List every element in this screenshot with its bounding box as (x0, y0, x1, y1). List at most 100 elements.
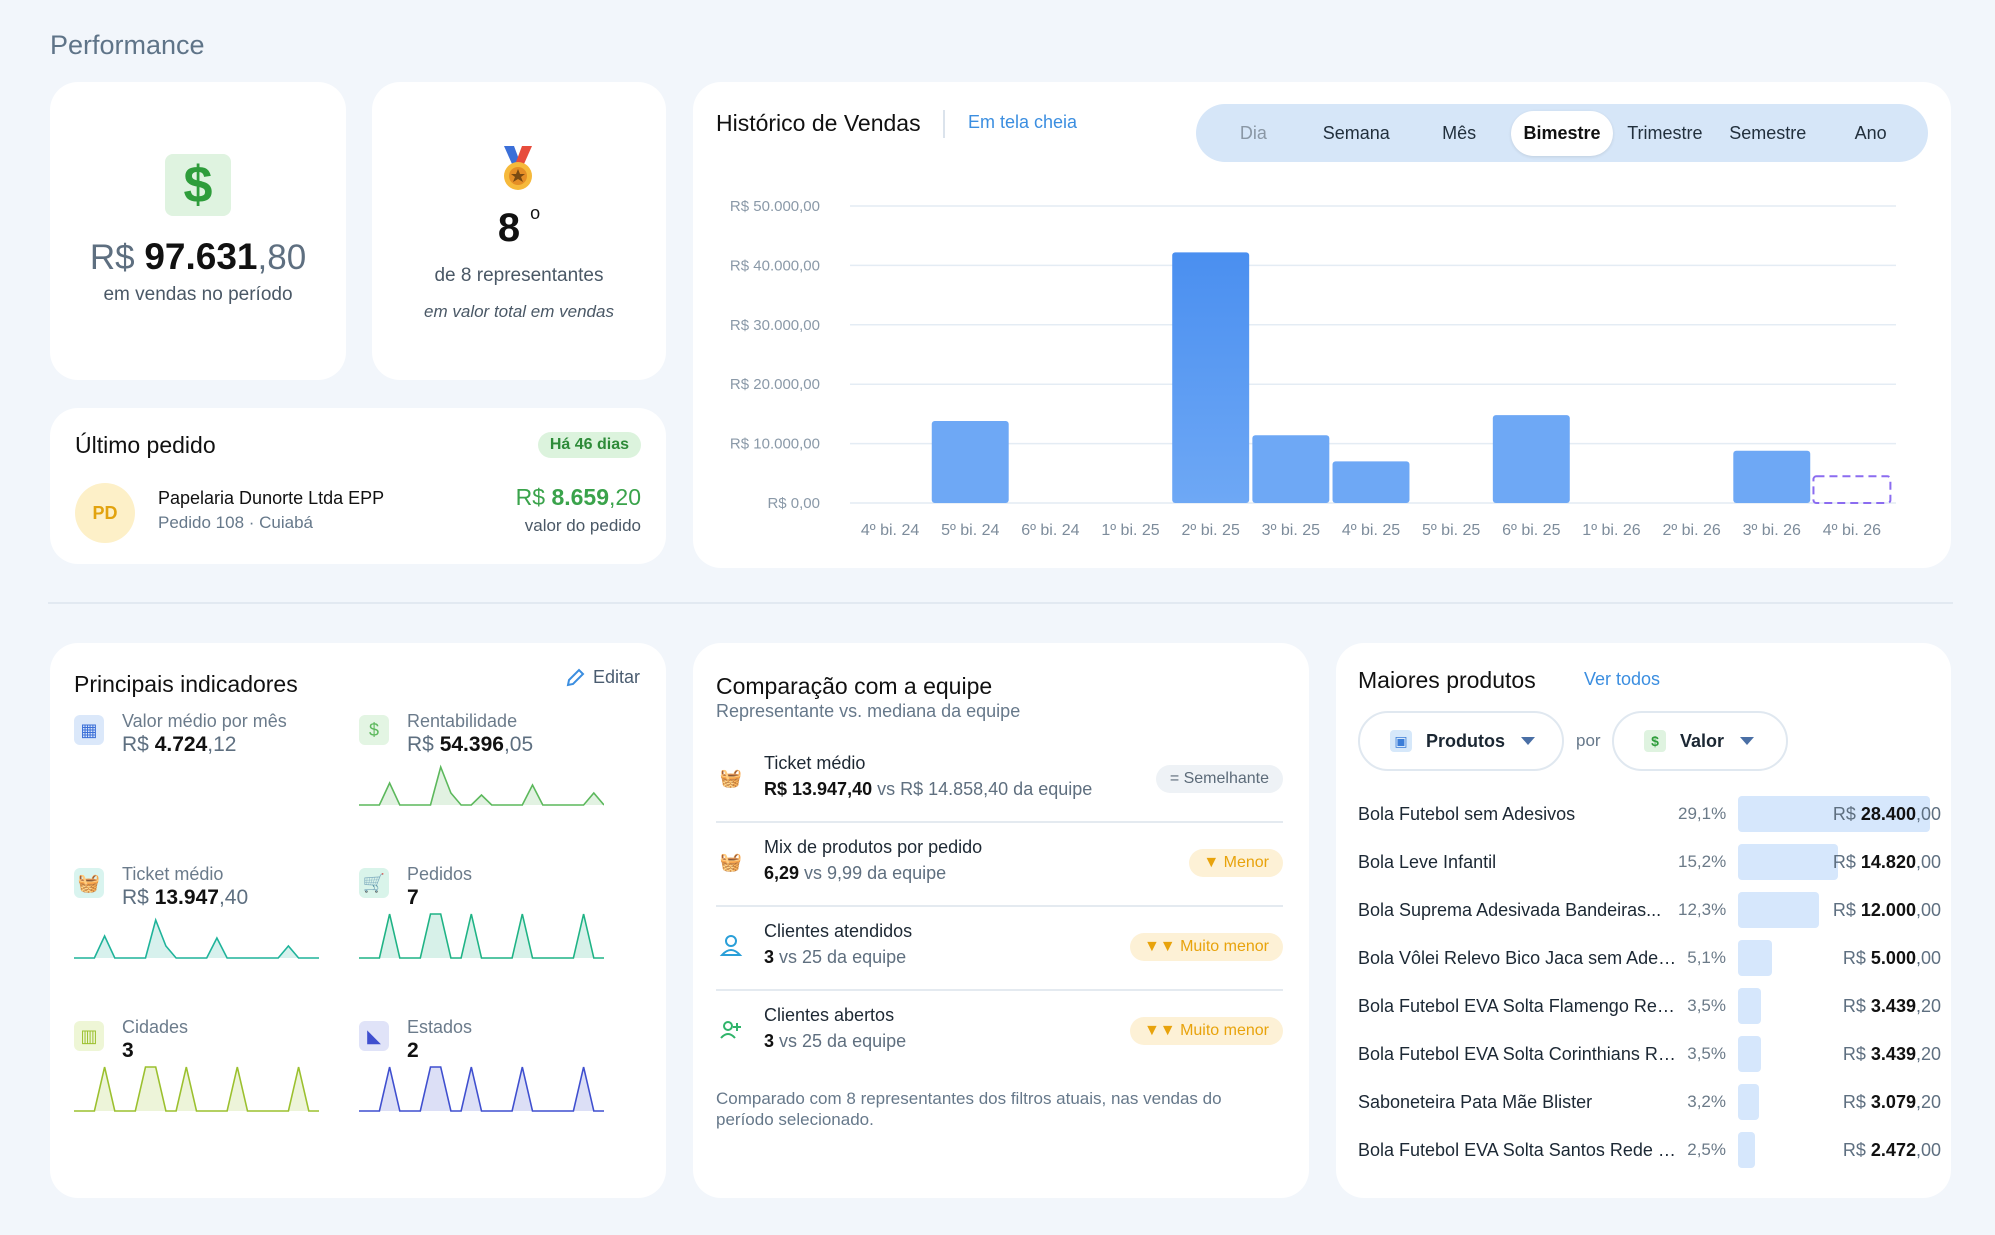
indicator-2: 🧺 Ticket médio R$ 13.947,40 (74, 864, 324, 1008)
tab-semestre[interactable]: Semestre (1729, 122, 1807, 143)
x-tick-label: 2º bi. 26 (1662, 522, 1720, 539)
comparison-label: Clientes abertos (764, 1005, 895, 1025)
product-percent: 5,1% (1687, 948, 1726, 967)
fullscreen-link[interactable]: Em tela cheia (968, 112, 1078, 132)
comparison-row: 🧺 Mix de produtos por pedido 6,29 vs 9,9… (716, 823, 1283, 907)
product-percent: 3,5% (1687, 1044, 1726, 1063)
sparkline-area (74, 1067, 319, 1111)
sparkline (359, 764, 604, 806)
period-tabs: Dia Semana Mês Bimestre Trimestre Semest… (1196, 104, 1928, 162)
order-info: Pedido 108 · Cuiabá (158, 513, 314, 532)
bar (1332, 461, 1410, 503)
chevron-down-icon (1740, 737, 1755, 745)
product-row[interactable]: Bola Futebol sem Adesivos 29,1% R$ 28.400,… (1358, 796, 1953, 834)
indicator-value: R$ 4.724,12 (122, 733, 237, 756)
cart-icon: 🛒 (359, 868, 389, 898)
dimension-select[interactable]: ▣ Produtos (1358, 711, 1564, 771)
sparkline (359, 913, 604, 959)
product-row[interactable]: Bola Suprema Adesivada Bandeiras... 12,3%… (1358, 892, 1953, 930)
x-tick-label: 1º bi. 25 (1101, 522, 1159, 539)
indicator-label: Pedidos (407, 864, 473, 884)
indicator-label: Estados (407, 1017, 473, 1037)
indicator-3: 🛒 Pedidos 7 (359, 864, 609, 1008)
y-tick-label: R$ 40.000,00 (730, 257, 820, 274)
see-all-link[interactable]: Ver todos (1584, 669, 1661, 689)
product-row[interactable]: Bola Vôlei Relevo Bico Jaca sem Ades... 5… (1358, 940, 1953, 978)
comparison-card: Comparação com a equipe Representante vs… (693, 643, 1309, 1198)
comparison-row: Clientes abertos 3 vs 25 da equipe ▼▼ Mu… (716, 991, 1283, 1075)
add-user-icon (720, 1021, 741, 1039)
y-tick-label: R$ 50.000,00 (730, 198, 820, 215)
product-bar (1738, 892, 1819, 928)
status-badge: ▼ Menor (1189, 849, 1283, 877)
product-row[interactable]: Bola Futebol EVA Solta Flamengo Red... 3,… (1358, 988, 1953, 1026)
money-stack-icon: $ (359, 715, 389, 745)
tab-mes[interactable]: Mês (1442, 122, 1477, 143)
product-row[interactable]: Bola Futebol EVA Solta Corinthians Re...… (1358, 1036, 1953, 1074)
last-order-title: Último pedido (75, 432, 216, 458)
rank-caption: em valor total em vendas (424, 302, 614, 321)
x-tick-label: 4º bi. 25 (1342, 522, 1400, 539)
bar-projected (1812, 475, 1892, 504)
pencil-icon (566, 668, 585, 686)
status-badge: ▼▼ Muito menor (1129, 1017, 1283, 1045)
x-tick-label: 3º bi. 25 (1262, 522, 1320, 539)
product-bar (1738, 844, 1838, 880)
indicator-label: Valor médio por mês (122, 711, 287, 731)
x-tick-label: 2º bi. 25 (1182, 522, 1240, 539)
indicator-5: ◣ Estados 2 (359, 1017, 609, 1161)
indicator-0: ▦ Valor médio por mês R$ 4.724,12 (74, 711, 324, 855)
dollar-icon: $ (165, 154, 231, 216)
comparison-title: Comparação com a equipe (716, 673, 993, 699)
product-name: Bola Futebol EVA Solta Corinthians Re... (1358, 1044, 1678, 1064)
product-bar (1738, 1132, 1755, 1168)
product-percent: 3,2% (1687, 1092, 1726, 1111)
y-tick-label: R$ 0,00 (767, 495, 820, 512)
comparison-value: R$ 13.947,40 vs R$ 14.858,40 da equipe (764, 779, 1093, 799)
product-row[interactable]: Bola Futebol EVA Solta Santos Rede c... 2… (1358, 1132, 1953, 1170)
edit-button[interactable]: Editar (565, 667, 640, 688)
sales-history-chart: R$ 0,00 R$ 10.000,00 R$ 20.000,00 R$ 30.000… (730, 198, 1896, 539)
client-name[interactable]: Papelaria Dunorte Ltda EPP (158, 488, 385, 508)
tab-dia[interactable]: Dia (1239, 122, 1267, 143)
calendar-icon: ▦ (74, 715, 104, 745)
product-row[interactable]: Saboneteira Pata Mãe Blister 3,2% R$ 3.079… (1358, 1084, 1953, 1122)
product-row[interactable]: Bola Leve Infantil 15,2% R$ 14.820,00 (1358, 844, 1953, 882)
order-value: R$ 8.659,20 (515, 484, 641, 510)
bar (1492, 415, 1570, 503)
product-name: Bola Leve Infantil (1358, 852, 1497, 872)
x-tick-label: 6º bi. 25 (1502, 522, 1560, 539)
chevron-down-icon (1521, 737, 1535, 745)
indicator-label: Cidades (122, 1017, 189, 1037)
tab-semana[interactable]: Semana (1322, 122, 1390, 143)
indicator-value: 2 (407, 1039, 419, 1062)
product-value: R$ 5.000,00 (1842, 948, 1941, 968)
comparison-subtitle: Representante vs. mediana da equipe (716, 701, 1021, 721)
bar (1252, 435, 1330, 503)
comparison-value: 6,29 vs 9,99 da equipe (764, 863, 947, 883)
x-tick-label: 5º bi. 25 (1422, 522, 1480, 539)
sparkline-area (359, 914, 604, 958)
tab-ano[interactable]: Ano (1854, 122, 1887, 143)
comparison-footnote: Comparado com 8 representantes dos filtr… (716, 1089, 1222, 1129)
metric-select[interactable]: $ Valor (1612, 711, 1788, 771)
product-bar (1738, 1036, 1762, 1072)
tab-trimestre[interactable]: Trimestre (1627, 122, 1703, 143)
days-ago-badge: Há 46 dias (537, 432, 641, 458)
product-value: R$ 12.000,00 (1832, 900, 1941, 920)
status-badge: = Semelhante (1155, 765, 1283, 793)
product-percent: 12,3% (1678, 900, 1727, 919)
product-name: Bola Futebol EVA Solta Flamengo Red... (1358, 996, 1678, 1016)
last-order-card[interactable]: Último pedido Há 46 dias PD Papelaria Du… (50, 408, 666, 564)
x-tick-label: 6º bi. 24 (1021, 522, 1079, 539)
product-value: R$ 14.820,00 (1832, 852, 1941, 872)
sparkline-line (74, 1066, 319, 1112)
product-bar (1738, 940, 1772, 976)
product-percent: 3,5% (1687, 996, 1726, 1015)
medal-icon (504, 146, 532, 190)
bar (1733, 450, 1811, 503)
x-tick-label: 1º bi. 26 (1582, 522, 1640, 539)
tab-bimestre[interactable]: Bimestre (1510, 110, 1614, 156)
